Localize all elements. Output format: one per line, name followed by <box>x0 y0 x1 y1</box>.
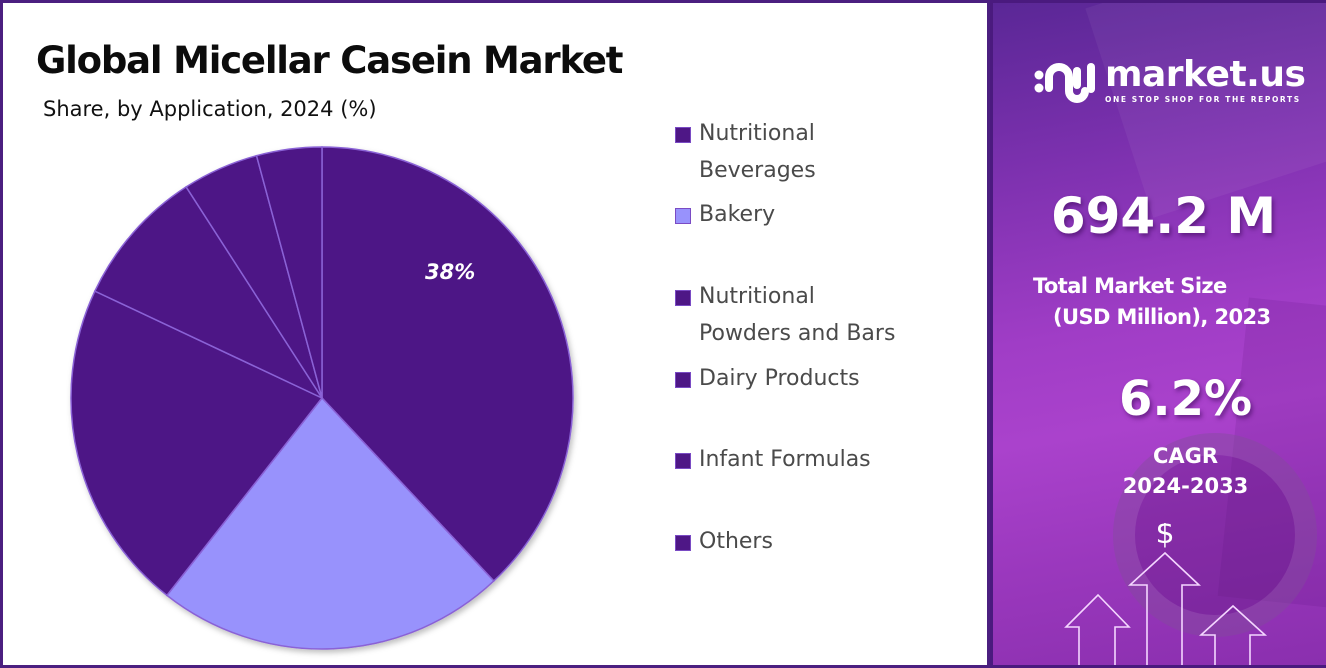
dollar-icon: $ <box>1155 523 1174 551</box>
brand-name: market.us <box>1105 53 1306 95</box>
pie-slice-dairy-products <box>93 185 325 400</box>
pie-slice-bakery <box>165 396 495 650</box>
summary-panel: market.us ONE STOP SHOP FOR THE REPORTS … <box>990 0 1326 668</box>
legend-swatch <box>675 208 691 224</box>
legend-item-bakery: Bakery <box>675 200 775 233</box>
legend-item-others: Others <box>675 527 773 560</box>
legend-label: Nutritional Powders and Bars <box>699 284 896 346</box>
market-size-label-line1: Total Market Size <box>1033 274 1227 298</box>
legend-label: Dairy Products <box>699 366 860 391</box>
growth-arrows-icon: $ <box>1064 523 1268 665</box>
pie-slice-nutritional-beverages <box>321 146 574 583</box>
legend-swatch <box>675 372 691 388</box>
pie-chart: 38% <box>63 141 583 661</box>
legend-item-nutritional-powders-and-bars: Nutritional Powders and Bars <box>675 282 895 352</box>
market-size-value: 694.2 M <box>1050 187 1277 245</box>
legend-label: Infant Formulas <box>699 447 871 472</box>
legend-label: Others <box>699 529 773 554</box>
cagr-label: CAGR 2024-2033 <box>1019 441 1326 501</box>
pie-slice-nutritional-powders-and-bars <box>70 290 324 597</box>
chart-panel: Global Micellar Casein Market Share, by … <box>0 0 990 668</box>
brand-logo: market.us ONE STOP SHOP FOR THE REPORTS <box>1033 53 1306 105</box>
legend-swatch <box>675 127 691 143</box>
legend: Nutritional Beverages Bakery Nutritional… <box>675 3 975 663</box>
cagr-period: 2024-2033 <box>1122 474 1249 498</box>
legend-item-dairy-products: Dairy Products <box>675 364 860 397</box>
legend-label: Nutritional Beverages <box>699 121 816 183</box>
chart-title: Global Micellar Casein Market <box>36 39 623 82</box>
brand-tagline: ONE STOP SHOP FOR THE REPORTS <box>1105 94 1301 104</box>
legend-item-nutritional-beverages: Nutritional Beverages <box>675 119 816 189</box>
cagr-value: 6.2% <box>1118 371 1253 427</box>
chart-subtitle: Share, by Application, 2024 (%) <box>43 97 377 121</box>
legend-swatch <box>675 290 691 306</box>
cagr-label-text: CAGR <box>1152 444 1219 468</box>
legend-label: Bakery <box>699 202 776 227</box>
legend-swatch <box>675 535 691 551</box>
background-shape <box>1085 3 1326 218</box>
pie-slice-others <box>255 146 323 399</box>
market-size-label: Total Market Size (USD Million), 2023 <box>1033 271 1323 333</box>
legend-swatch <box>675 453 691 469</box>
legend-item-infant-formulas: Infant Formulas <box>675 445 871 478</box>
pie-svg <box>70 146 574 650</box>
slice-label-nutritional-beverages: 38% <box>425 260 476 284</box>
market-us-logo-icon <box>1034 63 1095 103</box>
market-size-label-line2: (USD Million), 2023 <box>1053 305 1271 329</box>
